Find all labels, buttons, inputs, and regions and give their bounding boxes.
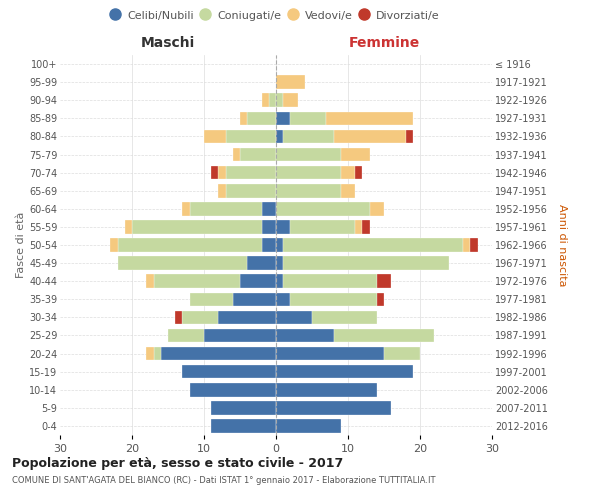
Y-axis label: Fasce di età: Fasce di età [16, 212, 26, 278]
Bar [168, 328, 204, 342]
Bar [276, 328, 334, 342]
Bar [146, 274, 154, 288]
Bar [341, 148, 370, 162]
Bar [204, 130, 226, 143]
Bar [262, 220, 276, 234]
Bar [218, 310, 276, 324]
Bar [283, 274, 377, 288]
Bar [377, 274, 391, 288]
Bar [226, 166, 276, 179]
Bar [276, 347, 384, 360]
Bar [276, 112, 290, 125]
Bar [132, 220, 262, 234]
Bar [226, 184, 276, 198]
Bar [276, 256, 283, 270]
Bar [283, 94, 298, 107]
Bar [290, 292, 377, 306]
Bar [406, 130, 413, 143]
Bar [262, 238, 276, 252]
Bar [334, 328, 434, 342]
Bar [276, 202, 370, 215]
Bar [190, 383, 276, 396]
Bar [146, 347, 154, 360]
Bar [283, 256, 449, 270]
Bar [211, 401, 276, 414]
Text: Femmine: Femmine [349, 36, 419, 50]
Bar [211, 166, 218, 179]
Bar [276, 383, 377, 396]
Bar [463, 238, 470, 252]
Bar [154, 347, 161, 360]
Bar [276, 166, 341, 179]
Bar [334, 130, 406, 143]
Bar [233, 292, 276, 306]
Bar [326, 112, 413, 125]
Bar [470, 238, 478, 252]
Y-axis label: Anni di nascita: Anni di nascita [557, 204, 567, 286]
Bar [125, 220, 132, 234]
Bar [341, 166, 355, 179]
Bar [240, 274, 276, 288]
Bar [154, 274, 240, 288]
Bar [276, 365, 413, 378]
Bar [175, 310, 182, 324]
Bar [377, 292, 384, 306]
Bar [370, 202, 384, 215]
Bar [276, 94, 283, 107]
Bar [341, 184, 355, 198]
Bar [226, 130, 276, 143]
Bar [290, 112, 326, 125]
Bar [262, 94, 269, 107]
Bar [240, 148, 276, 162]
Text: Maschi: Maschi [141, 36, 195, 50]
Bar [384, 347, 420, 360]
Bar [247, 256, 276, 270]
Bar [211, 419, 276, 432]
Bar [362, 220, 370, 234]
Bar [312, 310, 377, 324]
Bar [276, 274, 283, 288]
Bar [161, 347, 276, 360]
Bar [276, 76, 305, 89]
Bar [218, 184, 226, 198]
Bar [276, 292, 290, 306]
Bar [283, 238, 463, 252]
Bar [283, 130, 334, 143]
Bar [118, 256, 247, 270]
Bar [182, 365, 276, 378]
Bar [276, 419, 341, 432]
Legend: Celibi/Nubili, Coniugati/e, Vedovi/e, Divorziati/e: Celibi/Nubili, Coniugati/e, Vedovi/e, Di… [108, 6, 444, 25]
Bar [247, 112, 276, 125]
Bar [240, 112, 247, 125]
Text: COMUNE DI SANT'AGATA DEL BIANCO (RC) - Dati ISTAT 1° gennaio 2017 - Elaborazione: COMUNE DI SANT'AGATA DEL BIANCO (RC) - D… [12, 476, 436, 485]
Bar [110, 238, 118, 252]
Bar [355, 220, 362, 234]
Bar [355, 166, 362, 179]
Bar [276, 184, 341, 198]
Bar [276, 401, 391, 414]
Bar [269, 94, 276, 107]
Bar [182, 202, 190, 215]
Bar [190, 202, 262, 215]
Bar [190, 292, 233, 306]
Bar [262, 202, 276, 215]
Bar [204, 328, 276, 342]
Bar [276, 310, 312, 324]
Bar [218, 166, 226, 179]
Bar [182, 310, 218, 324]
Bar [276, 148, 341, 162]
Text: Popolazione per età, sesso e stato civile - 2017: Popolazione per età, sesso e stato civil… [12, 458, 343, 470]
Bar [276, 220, 290, 234]
Bar [276, 238, 283, 252]
Bar [118, 238, 262, 252]
Bar [290, 220, 355, 234]
Bar [276, 130, 283, 143]
Bar [233, 148, 240, 162]
